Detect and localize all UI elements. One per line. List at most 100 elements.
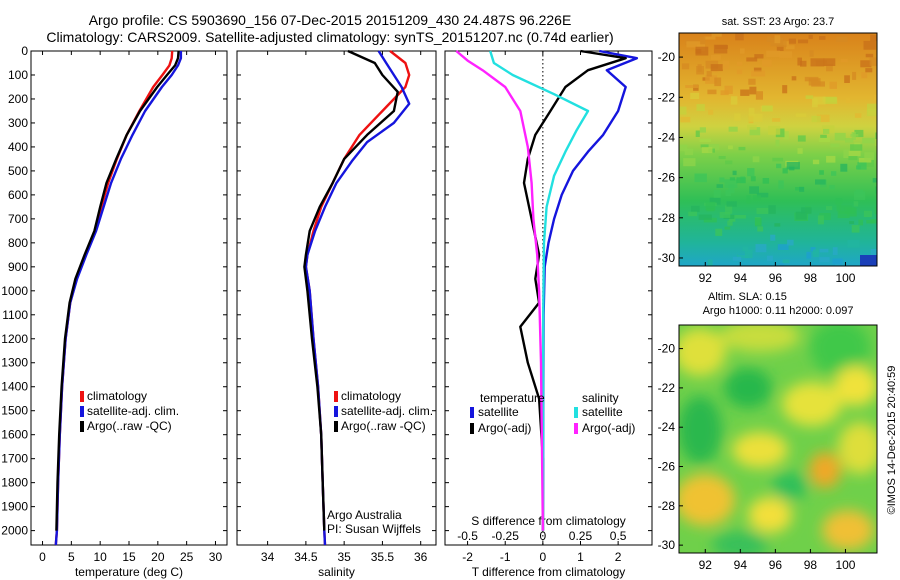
y-tick-label: 1900 — [1, 500, 28, 514]
sst-texture-patch — [756, 207, 769, 214]
sst-texture-patch — [839, 205, 853, 214]
sst-texture-patch — [774, 35, 781, 44]
map-y-tick-label: -24 — [658, 420, 676, 434]
x-tick-label: 0 — [39, 550, 46, 564]
x-tick-label: -1 — [500, 550, 511, 564]
sst-texture-patch — [754, 54, 764, 59]
sst-texture-patch — [805, 95, 814, 99]
x-tick-label: 35 — [337, 550, 351, 564]
y-tick-label: 200 — [8, 92, 28, 106]
sst-texture-patch — [826, 155, 836, 163]
sst-texture-patch — [783, 131, 789, 140]
x-tick-label: -2 — [462, 550, 473, 564]
sst-texture-patch — [711, 33, 722, 37]
sst-texture-patch — [744, 249, 753, 259]
sst-texture-patch — [766, 36, 771, 42]
sst-texture-patch — [820, 134, 827, 138]
sst-texture-patch — [748, 107, 755, 117]
sst-texture-patch — [832, 247, 838, 255]
sst-texture-patch — [699, 36, 706, 45]
sst-texture-patch — [795, 211, 807, 220]
sst-texture-patch — [782, 85, 788, 94]
sst-texture-patch — [847, 240, 860, 248]
map-y-tick-label: -22 — [658, 381, 676, 395]
sst-texture-patch — [782, 168, 788, 174]
sst-texture-patch — [818, 137, 831, 143]
sst-texture-patch — [688, 211, 698, 217]
sst-texture-patch — [724, 179, 738, 188]
x-tick-label: 34 — [261, 550, 275, 564]
sst-map: 92 94 96 98 100 -20 -22 -24 -26 -28 -30 — [658, 32, 878, 285]
sst-texture-patch — [724, 226, 731, 230]
sst-texture-patch — [826, 206, 833, 210]
y-tick-label: 300 — [8, 116, 28, 130]
map-x-tick-label: 100 — [835, 558, 855, 572]
plot-frame — [236, 50, 437, 546]
sst-texture-patch — [746, 57, 758, 62]
sst-texture-patch — [762, 59, 772, 67]
sst-texture-patch — [816, 114, 830, 123]
sst-texture-patch — [753, 67, 762, 73]
sst-texture-patch — [778, 180, 784, 189]
salinity-tick-label: -0.25 — [492, 529, 520, 543]
sst-texture-patch — [849, 221, 855, 225]
sst-texture-patch — [751, 70, 766, 77]
sst-texture-patch — [852, 71, 857, 80]
sst-frame — [678, 32, 878, 267]
legend-title: temperature — [480, 391, 545, 405]
sst-texture-patch — [865, 53, 874, 58]
sst-texture-patch — [854, 129, 864, 138]
sst-texture-patch — [786, 45, 795, 50]
x-tick-label: 20 — [151, 550, 165, 564]
y-tick-label: 1200 — [1, 332, 28, 346]
sst-texture-patch — [740, 89, 750, 96]
sst-texture-patch — [870, 34, 877, 42]
sst-axes: 92 94 96 98 100 -20 -22 -24 -26 -28 -30 — [658, 50, 856, 285]
x-tick-label: 25 — [180, 550, 194, 564]
y-tick-label: 600 — [8, 188, 28, 202]
sst-texture-patch — [804, 76, 819, 82]
x-tick-label: 15 — [122, 550, 136, 564]
sst-texture-patch — [729, 177, 736, 181]
sst-texture-patch — [709, 197, 721, 205]
salinity-tick-label: 0.5 — [610, 529, 627, 543]
sla-blobs — [679, 325, 877, 553]
map-x-tick-label: 94 — [734, 271, 748, 285]
sst-texture-patch — [747, 168, 755, 177]
sst-texture-patch — [863, 40, 876, 50]
sst-texture-patch — [797, 148, 803, 154]
sst-texture-patch — [725, 160, 733, 165]
y-tick-label: 900 — [8, 260, 28, 274]
sst-texture-patch — [819, 257, 830, 263]
legend-swatch — [334, 421, 338, 432]
sst-texture-patch — [834, 264, 840, 266]
sst-texture-patch — [826, 63, 833, 72]
sst-texture-patch — [795, 113, 807, 117]
sst-texture-patch — [707, 89, 717, 95]
legend-label: Argo(..raw -QC) — [341, 419, 426, 433]
map-y-tick-label: -22 — [658, 90, 676, 104]
sst-texture-patch — [819, 248, 829, 253]
sst-texture-patch — [681, 63, 690, 70]
sst-texture — [679, 33, 877, 266]
legend-swatch — [574, 423, 578, 434]
map-x-tick-label: 100 — [835, 271, 855, 285]
sst-texture-patch — [873, 94, 877, 103]
sst-texture-patch — [779, 51, 793, 58]
sst-texture-patch — [774, 223, 781, 227]
y-tick-label: 1700 — [1, 452, 28, 466]
sst-texture-patch — [800, 60, 807, 67]
sst-texture-patch — [768, 205, 776, 214]
sst-texture-patch — [696, 104, 705, 112]
sst-texture-patch — [749, 186, 759, 194]
sst-texture-patch — [777, 244, 789, 250]
sst-texture-patch — [866, 109, 877, 117]
sst-texture-patch — [748, 78, 756, 85]
sst-texture-patch — [730, 96, 738, 105]
sst-texture-patch — [699, 127, 706, 133]
sst-texture-patch — [869, 57, 877, 66]
sst-texture-patch — [718, 156, 726, 160]
y-tick-label: 1300 — [1, 356, 28, 370]
sla-frame — [678, 324, 878, 554]
